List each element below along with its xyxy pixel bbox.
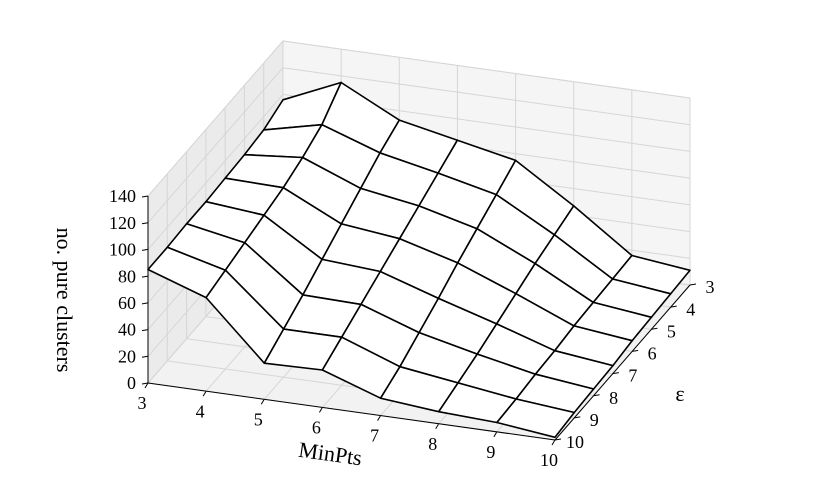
x-tick-label: 10: [540, 450, 558, 470]
z-tick: [141, 355, 149, 358]
y-tick-label: 5: [667, 321, 676, 341]
y-tick: [670, 305, 677, 308]
z-tick-label: 120: [109, 213, 136, 233]
z-tick: [141, 302, 149, 305]
z-tick-label: 0: [127, 373, 136, 393]
y-tick-label: 10: [566, 432, 584, 452]
x-tick-label: 6: [312, 418, 321, 438]
x-tick: [318, 407, 323, 413]
z-tick: [141, 329, 149, 332]
x-tick: [551, 439, 556, 446]
x-tick: [435, 423, 440, 429]
y-tick: [689, 283, 697, 286]
y-tick: [612, 372, 619, 375]
y-tick-label: 8: [609, 388, 618, 408]
z-tick-label: 140: [109, 186, 136, 206]
y-tick-label: 4: [686, 299, 695, 319]
z-tick: [141, 275, 149, 278]
y-tick-label: 7: [628, 366, 637, 386]
z-tick-label: 40: [118, 320, 136, 340]
axis-line: [554, 284, 691, 441]
x-tick: [144, 382, 149, 389]
x-tick: [202, 390, 207, 397]
x-tick-label: 8: [428, 434, 437, 454]
x-tick-label: 9: [486, 442, 495, 462]
grid-line: [147, 40, 284, 197]
x-tick-label: 4: [196, 401, 205, 421]
z-tick-label: 20: [118, 346, 136, 366]
z-tick-label: 80: [118, 266, 136, 286]
z-tick: [141, 195, 149, 198]
axis-line: [147, 382, 556, 441]
x-axis-label: MinPts: [297, 437, 363, 471]
z-tick-label: 60: [118, 293, 136, 313]
z-tick: [141, 248, 149, 251]
z-tick-label: 100: [109, 240, 136, 260]
grid-line: [282, 67, 691, 126]
x-tick: [493, 431, 498, 438]
z-tick: [141, 382, 149, 385]
x-tick: [377, 415, 382, 421]
y-tick: [574, 416, 581, 419]
grid-line: [147, 67, 284, 224]
y-tick: [651, 327, 658, 330]
x-tick-label: 5: [254, 409, 263, 429]
y-tick-label: 6: [648, 344, 657, 364]
y-tick: [554, 438, 562, 441]
x-tick-label: 7: [370, 426, 379, 446]
z-tick: [141, 222, 149, 225]
surface-face: [496, 398, 576, 439]
y-tick-label: 3: [706, 277, 715, 297]
y-tick: [593, 394, 600, 397]
grid-line: [147, 94, 284, 250]
x-tick: [260, 399, 265, 405]
grid-line: [282, 40, 691, 99]
y-axis-label: ε: [675, 381, 684, 406]
x-tick-label: 3: [138, 393, 147, 413]
y-tick: [632, 349, 639, 352]
y-tick-label: 9: [590, 410, 599, 430]
z-axis-label: no. pure clusters: [52, 228, 77, 373]
